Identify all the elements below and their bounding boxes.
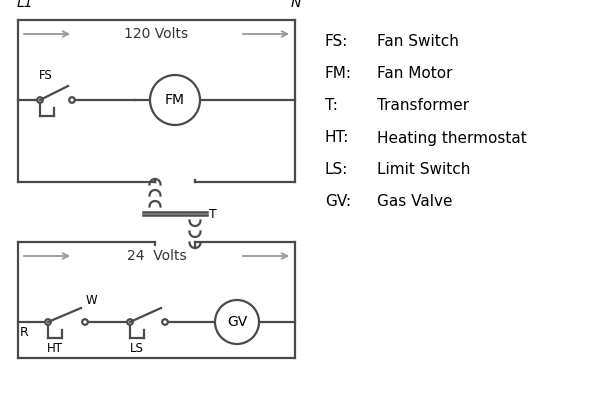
Circle shape <box>45 319 51 325</box>
Circle shape <box>150 75 200 125</box>
Text: 24  Volts: 24 Volts <box>127 249 186 263</box>
Circle shape <box>37 97 43 103</box>
Text: GV:: GV: <box>325 194 351 210</box>
Circle shape <box>162 319 168 325</box>
Text: R: R <box>20 326 29 339</box>
Text: FM:: FM: <box>325 66 352 82</box>
Text: FM: FM <box>165 93 185 107</box>
Text: 120 Volts: 120 Volts <box>124 27 189 41</box>
Text: Transformer: Transformer <box>377 98 469 114</box>
Text: Heating thermostat: Heating thermostat <box>377 130 527 146</box>
Text: HT: HT <box>47 342 63 355</box>
Text: FS: FS <box>39 69 53 82</box>
Text: T:: T: <box>325 98 338 114</box>
Text: LS: LS <box>130 342 144 355</box>
Circle shape <box>69 97 75 103</box>
Text: N: N <box>291 0 301 10</box>
Text: Limit Switch: Limit Switch <box>377 162 470 178</box>
Text: W: W <box>86 294 97 307</box>
Text: Fan Motor: Fan Motor <box>377 66 453 82</box>
Text: FS:: FS: <box>325 34 348 50</box>
Text: Gas Valve: Gas Valve <box>377 194 453 210</box>
Text: GV: GV <box>227 315 247 329</box>
Text: LS:: LS: <box>325 162 348 178</box>
Circle shape <box>127 319 133 325</box>
Circle shape <box>215 300 259 344</box>
Text: T: T <box>209 208 217 220</box>
Circle shape <box>82 319 88 325</box>
Text: Fan Switch: Fan Switch <box>377 34 459 50</box>
Text: L1: L1 <box>17 0 34 10</box>
Text: HT:: HT: <box>325 130 349 146</box>
